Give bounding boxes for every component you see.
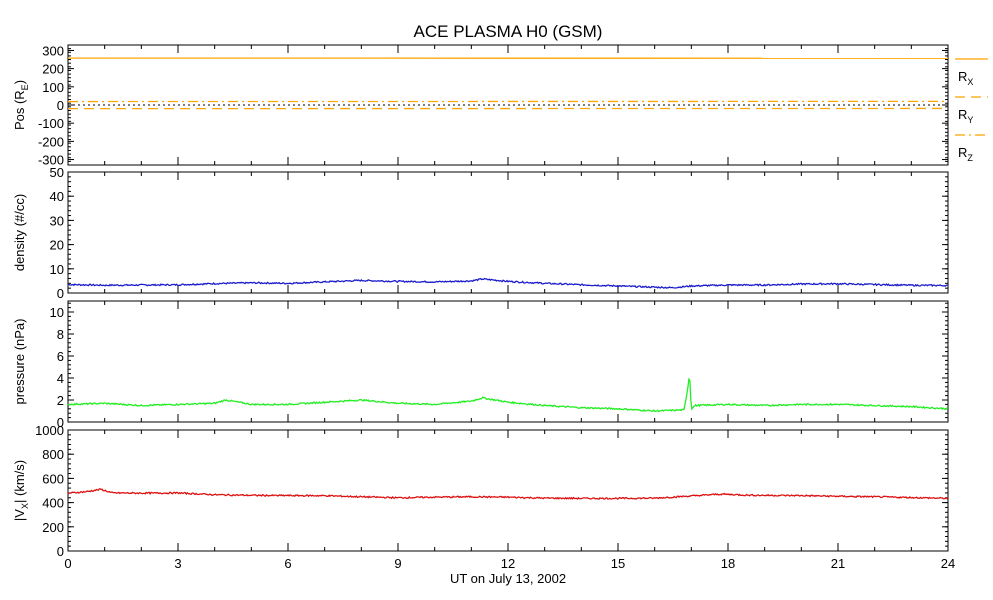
- y-tick-label: 0: [57, 544, 64, 559]
- series-line-density: [68, 277, 949, 289]
- y-axis-label-pos: Pos (RE): [12, 80, 30, 130]
- y-tick-label: 40: [50, 189, 64, 204]
- y-tick-label: 200: [42, 520, 64, 535]
- legend-entry-x: RX: [955, 58, 988, 87]
- legend-entry-y: RY: [955, 96, 988, 125]
- panel-frame-vx: [67, 429, 949, 552]
- series-line-pressure: [67, 377, 949, 413]
- y-tick-label: 100: [42, 80, 64, 95]
- y-tick-label: 50: [50, 165, 64, 180]
- y-tick-label: 1000: [35, 423, 64, 438]
- x-tick-label: 18: [721, 556, 735, 571]
- y-tick-label: 0: [57, 415, 64, 430]
- x-tick-label: 9: [394, 556, 401, 571]
- legend-label: RY: [958, 107, 973, 125]
- y-tick-label: 0: [57, 286, 64, 301]
- panel-pos: 300 200 100 0 -100 -200 -300 Pos (RE) RX RY RZ: [12, 43, 988, 168]
- legend-label: RX: [958, 69, 973, 87]
- x-tick-label: 24: [941, 556, 955, 571]
- y-axis-label-vx: |VX| (km/s): [12, 460, 30, 521]
- x-tick-label: 6: [284, 556, 291, 571]
- x-tick-label: 12: [501, 556, 515, 571]
- y-tick-label: 4: [57, 371, 64, 386]
- chart-title: ACE PLASMA H0 (GSM): [414, 22, 603, 41]
- legend-label: RZ: [958, 145, 973, 163]
- y-tick-label: 20: [50, 238, 64, 253]
- y-axis-label-density: density (#/cc): [12, 194, 27, 271]
- y-tick-label: 200: [42, 62, 64, 77]
- y-tick-label: -200: [38, 134, 64, 149]
- x-tick-label: 0: [64, 556, 71, 571]
- y-tick-label: 400: [42, 496, 64, 511]
- panel-pressure: 10 8 6 4 2 0 pressure (nPa): [12, 300, 949, 430]
- y-tick-label: 300: [42, 43, 64, 58]
- panel-density: 50 40 30 20 10 0 density (#/cc): [12, 165, 949, 301]
- y-tick-label: 2: [57, 393, 64, 408]
- y-tick-label: -100: [38, 116, 64, 131]
- y-tick-label: 0: [57, 98, 64, 113]
- x-axis-label: UT on July 13, 2002: [450, 571, 566, 586]
- panel-frame-density: [67, 171, 949, 294]
- y-tick-label: 800: [42, 447, 64, 462]
- legend-entry-z: RZ: [955, 134, 988, 163]
- y-axis-label-pressure: pressure (nPa): [12, 319, 27, 405]
- y-tick-label: 6: [57, 349, 64, 364]
- x-tick-label: 3: [174, 556, 181, 571]
- y-tick-label: 10: [50, 305, 64, 320]
- y-tick-label: 10: [50, 262, 64, 277]
- y-tick-label: 8: [57, 327, 64, 342]
- y-tick-label: 600: [42, 471, 64, 486]
- x-tick-label: 15: [611, 556, 625, 571]
- y-tick-label: 30: [50, 213, 64, 228]
- x-tick-label: 21: [831, 556, 845, 571]
- panel-vx: 1000 800 600 400 200 00 3 6 9 12 15 18 21 24 |VX| (km/…: [12, 423, 955, 571]
- y-tick-label: -300: [38, 153, 64, 168]
- series-line-vx: [67, 488, 949, 500]
